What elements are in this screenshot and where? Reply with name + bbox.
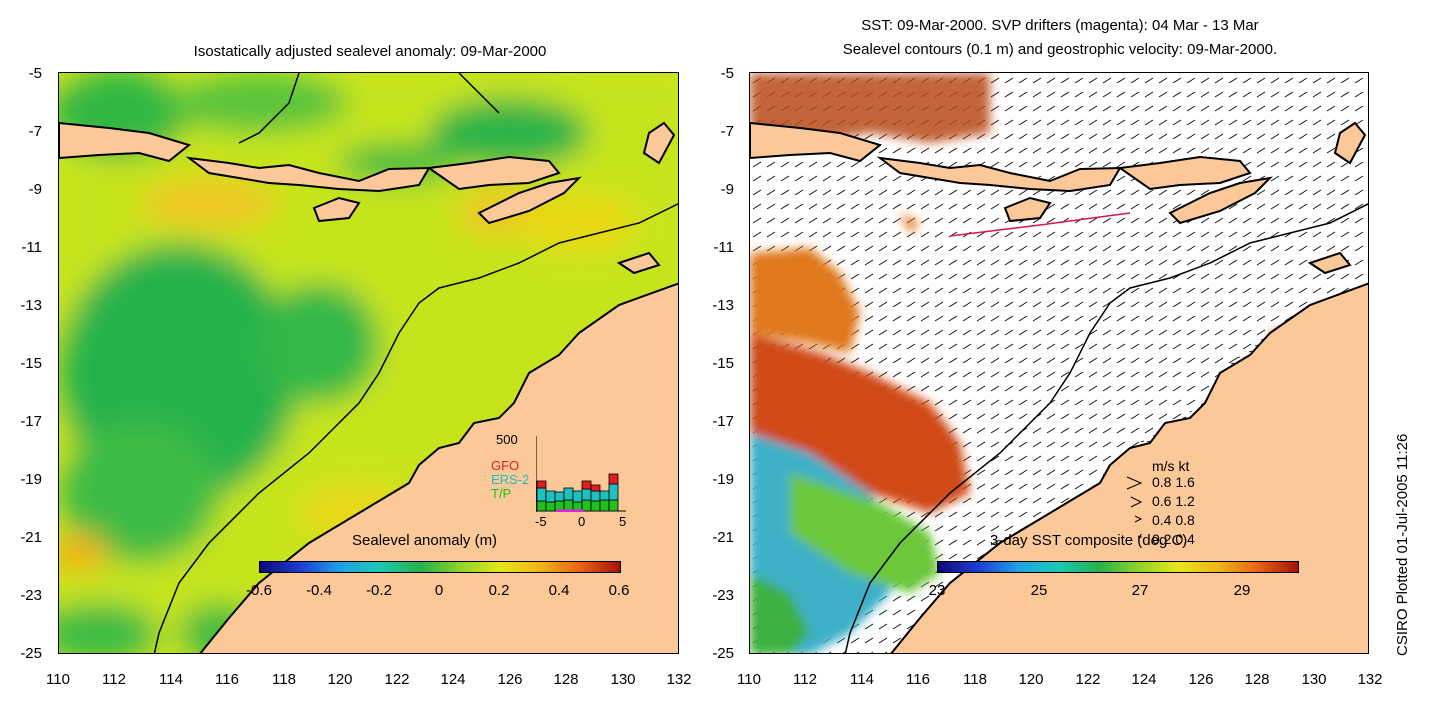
colorbar-tick: -0.2	[366, 582, 392, 599]
y-tick: -9	[28, 181, 42, 198]
x-tick: 112	[102, 671, 126, 688]
x-tick: 130	[1301, 671, 1327, 688]
sealevel-colorbar	[259, 561, 621, 573]
x-tick: 132	[1357, 671, 1383, 688]
sst-colorbar-label: 3-day SST composite (deg C)	[990, 532, 1188, 549]
inset-histogram	[536, 436, 626, 512]
inset-y-label: 500	[496, 432, 518, 447]
x-tick: 112	[793, 671, 817, 688]
x-tick: 118	[272, 671, 296, 688]
x-tick: 128	[1244, 671, 1270, 688]
y-tick: -23	[712, 587, 734, 604]
velocity-legend-row: 0.2 0.4	[1152, 531, 1195, 547]
y-tick: -7	[28, 123, 42, 140]
velocity-legend-arrows	[1125, 475, 1149, 547]
x-tick: 110	[46, 671, 70, 688]
inset-x-tick: 5	[619, 514, 627, 529]
y-tick: -25	[20, 645, 42, 662]
y-tick: -9	[720, 181, 734, 198]
colorbar-tick: 0.4	[548, 582, 570, 599]
x-tick: 110	[737, 671, 761, 688]
y-tick: -11	[21, 239, 42, 256]
x-tick: 116	[906, 671, 930, 688]
y-tick: -5	[28, 65, 42, 82]
colorbar-tick: 27	[1131, 582, 1149, 599]
y-tick: -25	[712, 645, 734, 662]
right-panel-title-line2: Sealevel contours (0.1 m) and geostrophi…	[842, 41, 1278, 58]
inset-legend-tp: T/P	[491, 486, 512, 501]
x-tick: 114	[850, 671, 874, 688]
y-tick: -21	[712, 529, 734, 546]
colorbar-tick: -0.4	[306, 582, 332, 599]
y-tick: -19	[712, 471, 734, 488]
y-tick: -17	[20, 413, 42, 430]
sealevel-map	[58, 72, 679, 654]
y-tick: -13	[712, 297, 734, 314]
y-tick: -15	[20, 355, 42, 372]
colorbar-tick: 0.6	[608, 582, 630, 599]
velocity-legend-row: 0.4 0.8	[1152, 512, 1195, 528]
colorbar-tick: 23	[928, 582, 946, 599]
x-tick: 126	[1188, 671, 1214, 688]
y-tick: -11	[713, 239, 734, 256]
inset-legend-gfo: GFO	[491, 458, 520, 473]
y-tick: -17	[712, 413, 734, 430]
colorbar-tick: 0.2	[488, 582, 510, 599]
velocity-legend-row: 0.8 1.6	[1152, 474, 1195, 490]
x-tick: 124	[440, 671, 466, 688]
x-tick: 126	[497, 671, 523, 688]
x-tick: 128	[553, 671, 579, 688]
y-tick: -13	[20, 297, 42, 314]
x-tick: 122	[384, 671, 410, 688]
sst-velocity-map	[749, 72, 1369, 654]
x-tick: 132	[666, 671, 692, 688]
x-tick: 124	[1131, 671, 1157, 688]
inset-x-tick: -5	[535, 514, 547, 529]
x-tick: 122	[1075, 671, 1101, 688]
velocity-legend-row: 0.6 1.2	[1152, 493, 1195, 509]
sealevel-colorbar-label: Sealevel anomaly (m)	[352, 532, 498, 549]
sst-colorbar	[937, 561, 1299, 573]
y-tick: -19	[20, 471, 42, 488]
y-tick: -5	[720, 65, 734, 82]
x-tick: 114	[159, 671, 183, 688]
y-tick: -15	[712, 355, 734, 372]
x-tick: 120	[1018, 671, 1044, 688]
x-tick: 120	[327, 671, 353, 688]
colorbar-tick: 0	[434, 582, 444, 599]
x-tick: 116	[215, 671, 239, 688]
colorbar-tick: 25	[1030, 582, 1048, 599]
x-tick: 130	[610, 671, 636, 688]
inset-legend-ers2: ERS-2	[491, 472, 530, 487]
inset-x-tick: 0	[578, 514, 586, 529]
x-tick: 118	[963, 671, 987, 688]
y-tick: -7	[720, 123, 734, 140]
y-tick: -23	[20, 587, 42, 604]
right-panel-title-line1: SST: 09-Mar-2000. SVP drifters (magenta)…	[861, 17, 1259, 34]
colorbar-tick: -0.6	[246, 582, 272, 599]
colorbar-tick: 29	[1233, 582, 1251, 599]
y-tick: -21	[20, 529, 42, 546]
velocity-legend-header: m/s kt	[1152, 458, 1190, 474]
left-panel-title: Isostatically adjusted sealevel anomaly:…	[193, 43, 547, 60]
plot-credit: CSIRO Plotted 01-Jul-2005 11:26	[1394, 433, 1411, 656]
